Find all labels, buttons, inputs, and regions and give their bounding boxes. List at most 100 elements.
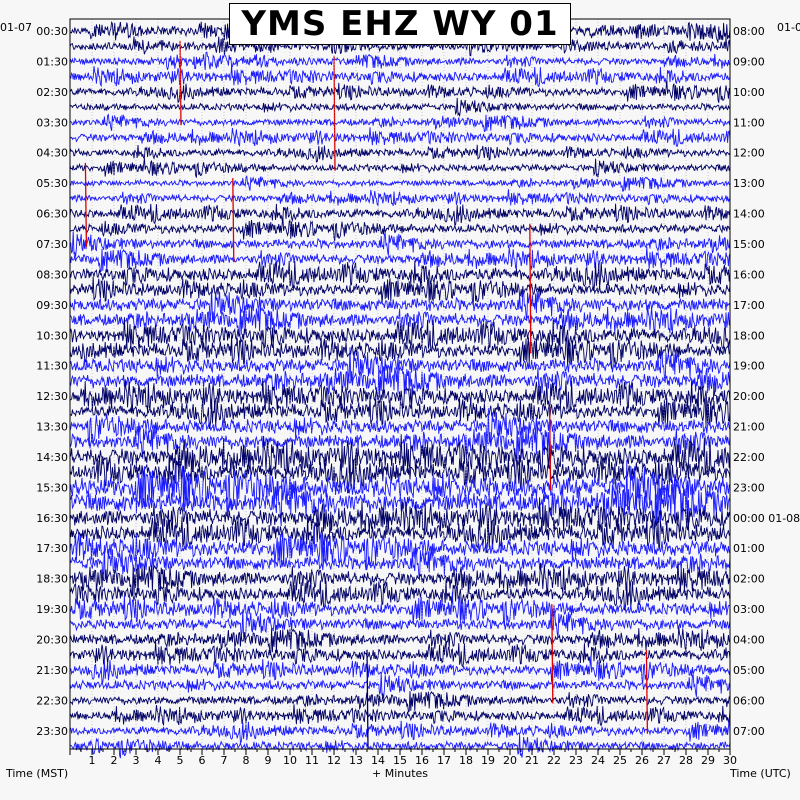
x-tick-label: 26 — [635, 754, 649, 767]
left-hour-label: 17:30 — [36, 542, 68, 555]
left-hour-label: 11:30 — [36, 360, 68, 373]
right-hour-label: 10:00 — [733, 86, 765, 99]
right-tick-group: 08:00 09:00 10:00 11:00 12:00 13:00 14:00 15:00… — [733, 25, 800, 738]
x-tick-label: 22 — [547, 754, 561, 767]
right-hour-label: 04:00 — [733, 634, 765, 647]
left-hour-label: 03:30 — [36, 116, 68, 129]
trace-line — [69, 545, 731, 582]
trace-line — [69, 157, 731, 178]
event-marker — [366, 649, 369, 750]
left-hour-label: 20:30 — [36, 634, 68, 647]
trace-line — [69, 65, 731, 88]
x-tick-label: 9 — [265, 754, 272, 767]
event-marker — [551, 604, 554, 704]
x-tick-group: 1 2 3 4 5 6 7 8 9 10 11 12 13 14 15 16 17 18 19 20 21 22 23 24 2… — [69, 749, 737, 767]
right-hour-label: 22:00 — [733, 451, 765, 464]
x-tick-label: 23 — [569, 754, 583, 767]
x-tick-label: 28 — [679, 754, 693, 767]
start-date-left: 01-07 — [0, 21, 32, 34]
event-marker — [333, 56, 336, 171]
trace-line — [69, 175, 731, 192]
left-hour-label: 13:30 — [36, 421, 68, 434]
left-hour-label: 01:30 — [36, 55, 68, 68]
trace-line — [69, 113, 731, 133]
right-hour-label: 23:00 — [733, 481, 765, 494]
right-hour-label: 16:00 — [733, 268, 765, 281]
left-hour-label: 14:30 — [36, 451, 68, 464]
right-axis-label: Time (UTC) — [730, 767, 791, 780]
left-hour-label: 16:30 — [36, 512, 68, 525]
chart-title: YMS EHZ WY 01 — [241, 4, 559, 44]
event-marker — [645, 649, 649, 734]
trace-line — [69, 392, 731, 430]
trace-line — [69, 525, 731, 571]
trace-line — [69, 36, 731, 57]
x-tick-label: 5 — [177, 754, 184, 767]
left-hour-label: 10:30 — [36, 329, 68, 342]
left-hour-label: 06:30 — [36, 208, 68, 221]
trace-line — [69, 216, 731, 242]
trace-line — [69, 497, 731, 535]
trace-line — [69, 626, 731, 655]
trace-line — [69, 305, 731, 338]
trace-line — [69, 516, 731, 554]
left-hour-label: 15:30 — [36, 481, 68, 494]
left-tick-group: 00:30 01:30 02:30 03:30 04:30 05:30 06:30 07:30… — [36, 25, 68, 738]
trace-line — [69, 189, 731, 207]
right-hour-label: 14:00 — [733, 208, 765, 221]
x-tick-label: 19 — [481, 754, 495, 767]
trace-line — [69, 127, 731, 147]
x-tick-label: 29 — [701, 754, 715, 767]
x-tick-label: 24 — [591, 754, 605, 767]
left-hour-label: 02:30 — [36, 86, 68, 99]
start-date-right: 01-0 — [777, 21, 800, 34]
trace-line — [69, 144, 731, 163]
x-tick-label: 13 — [349, 754, 363, 767]
event-group — [84, 41, 649, 750]
trace-line — [69, 365, 731, 401]
x-tick-label: 6 — [199, 754, 206, 767]
title-box: YMS EHZ WY 01 — [229, 3, 571, 45]
trace-line — [69, 457, 731, 517]
x-tick-label: 25 — [613, 754, 627, 767]
right-hour-label: 01:00 — [733, 542, 765, 555]
trace-line — [69, 347, 731, 385]
right-hour-label: 06:00 — [733, 694, 765, 707]
right-hour-label: 03:00 — [733, 603, 765, 616]
right-hour-label: 11:00 — [733, 116, 765, 129]
x-tick-label: 14 — [371, 754, 385, 767]
right-hour-label: 12:00 — [733, 147, 765, 160]
x-tick-label: 27 — [657, 754, 671, 767]
right-hour-label: 02:00 — [733, 573, 765, 586]
x-tick-label: 30 — [723, 754, 737, 767]
x-tick-label: 7 — [221, 754, 228, 767]
right-hour-label: 17:00 — [733, 299, 765, 312]
x-tick-label: 21 — [525, 754, 539, 767]
trace-line — [69, 656, 731, 684]
right-hour-label: 08:00 — [733, 25, 765, 38]
left-hour-label: 05:30 — [36, 177, 68, 190]
trace-line — [69, 317, 731, 352]
trace-line — [69, 591, 731, 627]
trace-line — [69, 203, 731, 226]
trace-line — [69, 51, 731, 71]
trace-group — [69, 19, 731, 759]
trace-line — [69, 231, 731, 257]
trace-line — [69, 580, 731, 611]
x-tick-label: 15 — [393, 754, 407, 767]
left-hour-label: 00:30 — [36, 25, 68, 38]
x-axis-label: + Minutes — [372, 767, 429, 780]
x-tick-label: 2 — [111, 754, 118, 767]
x-tick-label: 10 — [283, 754, 297, 767]
trace-line — [69, 561, 731, 598]
x-tick-label: 11 — [305, 754, 319, 767]
right-hour-label: 15:00 — [733, 238, 765, 251]
event-marker — [548, 406, 552, 491]
trace-line — [69, 704, 731, 727]
event-marker — [232, 178, 235, 263]
left-axis-label: Time (MST) — [6, 767, 69, 780]
left-hour-label: 19:30 — [36, 603, 68, 616]
trace-line — [69, 454, 731, 494]
left-hour-label: 08:30 — [36, 268, 68, 281]
